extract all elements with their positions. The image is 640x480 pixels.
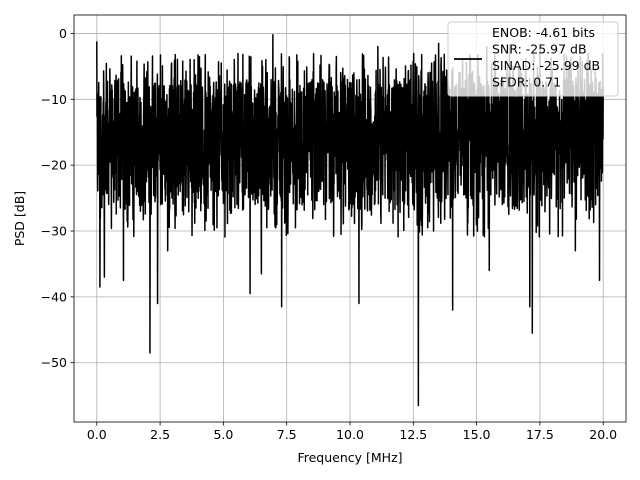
x-tick-label: 15.0 xyxy=(463,427,491,442)
y-tick-label: −40 xyxy=(41,289,67,304)
psd-series-line xyxy=(96,34,604,407)
legend: ENOB: -4.61 bits SNR: -25.97 dB SINAD: -… xyxy=(447,21,619,97)
legend-box xyxy=(447,21,619,97)
x-tick-label: 5.0 xyxy=(213,427,233,442)
legend-entry-sfdr: SFDR: 0.71 xyxy=(492,75,561,90)
y-tick-label: −50 xyxy=(41,355,67,370)
y-tick-label: 0 xyxy=(59,26,67,41)
x-tick-label: 10.0 xyxy=(336,427,364,442)
axis-ticks: 0.0 2.5 5.0 7.5 10.0 12.5 15.0 17.5 20.0 0 −10 −20 −… xyxy=(41,26,618,442)
x-axis-label: Frequency [MHz] xyxy=(297,450,402,465)
legend-entry-snr: SNR: -25.97 dB xyxy=(492,42,587,57)
legend-entry-sinad: SINAD: -25.99 dB xyxy=(492,58,600,73)
y-tick-label: −30 xyxy=(41,224,67,239)
y-tick-label: −20 xyxy=(41,158,67,173)
plot-area xyxy=(96,34,604,407)
y-axis-label: PSD [dB] xyxy=(12,191,27,246)
x-tick-label: 2.5 xyxy=(150,427,170,442)
x-tick-label: 0.0 xyxy=(87,427,107,442)
x-tick-label: 12.5 xyxy=(399,427,427,442)
x-tick-label: 20.0 xyxy=(589,427,617,442)
y-tick-label: −10 xyxy=(41,92,67,107)
legend-entry-enob: ENOB: -4.61 bits xyxy=(492,25,595,40)
x-tick-label: 7.5 xyxy=(277,427,297,442)
x-tick-label: 17.5 xyxy=(526,427,554,442)
